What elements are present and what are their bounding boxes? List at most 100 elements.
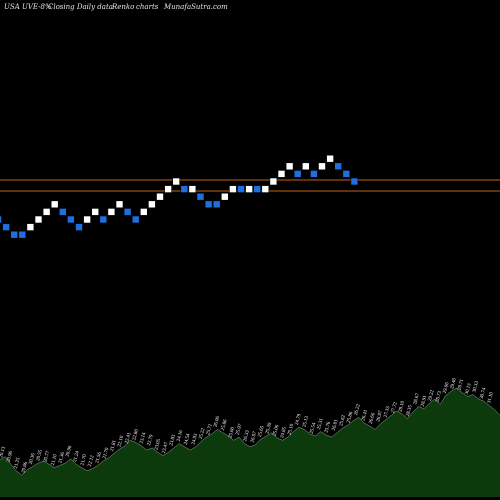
value-label: 22.12 bbox=[88, 455, 96, 468]
header-chart-kind: Renko bbox=[112, 3, 135, 11]
value-label: 25.76 bbox=[324, 421, 332, 434]
value-label: 26.41 bbox=[361, 409, 369, 422]
renko-brick bbox=[123, 208, 132, 216]
renko-brick bbox=[245, 185, 253, 193]
renko-brick bbox=[75, 223, 83, 231]
renko-brick bbox=[229, 185, 237, 193]
value-label: 26.97 bbox=[376, 410, 384, 423]
value-label: 28.35 bbox=[406, 404, 414, 417]
value-label: 25.39 bbox=[265, 422, 273, 435]
value-label: 25.54 bbox=[310, 422, 318, 435]
renko-brick bbox=[164, 185, 172, 193]
value-label: 24.79 bbox=[295, 413, 303, 426]
renko-brick bbox=[34, 215, 43, 224]
value-label: 23.83 bbox=[169, 434, 177, 447]
value-label: 21.25 bbox=[14, 457, 22, 470]
renko-brick bbox=[237, 185, 245, 193]
value-label: 25.71 bbox=[206, 423, 214, 436]
value-label: 22.10 bbox=[117, 435, 125, 448]
header-site: MunafaSutra.com bbox=[164, 3, 228, 11]
value-label: 23.14 bbox=[140, 432, 148, 445]
value-label: 21.56 bbox=[95, 451, 103, 464]
renko-brick bbox=[172, 177, 180, 186]
value-label: 26.01 bbox=[332, 419, 340, 432]
value-label: 25.97 bbox=[236, 423, 244, 436]
value-label: 23.47 bbox=[162, 441, 170, 454]
header-series: Closing Daily data bbox=[48, 3, 113, 11]
renko-brick bbox=[180, 185, 189, 193]
value-label: 26.33 bbox=[243, 429, 251, 442]
value-label: 24.16 bbox=[177, 429, 185, 442]
value-label: 21.70 bbox=[80, 453, 88, 466]
value-label: 23.05 bbox=[154, 438, 162, 451]
value-label: 28.10 bbox=[398, 400, 406, 413]
value-label: 25.31 bbox=[317, 417, 325, 430]
value-label: 25.62 bbox=[339, 414, 347, 427]
value-label: 22.41 bbox=[125, 432, 133, 445]
value-label: 21.24 bbox=[73, 450, 81, 463]
value-label: 29.22 bbox=[428, 389, 436, 402]
value-label: 27.72 bbox=[391, 401, 399, 414]
renko-brick bbox=[10, 230, 18, 239]
value-label: 26.06 bbox=[214, 415, 222, 428]
value-label: 31.10 bbox=[487, 391, 495, 404]
renko-brick bbox=[318, 162, 326, 171]
value-label: 30.74 bbox=[480, 387, 488, 400]
renko-brick bbox=[269, 177, 278, 186]
value-label: 20.96 bbox=[66, 445, 74, 458]
value-label: 26.07 bbox=[251, 431, 259, 444]
value-label: 25.22 bbox=[199, 427, 207, 440]
value-label: 20.77 bbox=[44, 450, 52, 463]
renko-brick bbox=[42, 208, 51, 216]
value-label: 21.70 bbox=[103, 447, 111, 460]
value-label: 25.13 bbox=[302, 415, 310, 428]
renko-brick bbox=[277, 170, 286, 178]
value-label: 29.71 bbox=[458, 378, 466, 391]
value-label: 22.80 bbox=[132, 428, 140, 441]
value-label: 24.93 bbox=[191, 433, 199, 446]
value-label: 21.36 bbox=[58, 451, 66, 464]
renko-brick bbox=[212, 200, 221, 209]
value-label: 22.79 bbox=[147, 434, 155, 447]
value-label: 25.86 bbox=[347, 411, 355, 424]
renko-brick bbox=[148, 200, 156, 209]
value-label: 20.13 bbox=[0, 446, 7, 459]
renko-brick bbox=[26, 223, 35, 231]
value-label: 29.40 bbox=[450, 377, 458, 390]
value-label: 25.86 bbox=[221, 419, 229, 432]
volume-outline bbox=[0, 387, 500, 476]
renko-brick bbox=[204, 200, 213, 209]
renko-brick bbox=[334, 162, 343, 171]
renko-brick bbox=[0, 215, 2, 224]
value-label: 30.13 bbox=[465, 383, 473, 396]
renko-brick bbox=[140, 208, 148, 216]
renko-brick bbox=[293, 170, 302, 178]
renko-brick bbox=[67, 215, 75, 224]
renko-brick bbox=[156, 192, 164, 201]
renko-brick bbox=[261, 185, 270, 193]
renko-brick bbox=[83, 215, 91, 224]
value-label: 20.55 bbox=[36, 449, 44, 462]
value-label: 20.36 bbox=[29, 452, 37, 465]
renko-brick bbox=[221, 192, 229, 201]
value-label: 21.81 bbox=[110, 439, 118, 452]
value-label: 21.10 bbox=[51, 453, 59, 466]
value-label: 28.73 bbox=[435, 390, 443, 403]
value-label: 27.33 bbox=[384, 405, 392, 418]
value-label: 24.54 bbox=[184, 433, 192, 446]
renko-brick bbox=[342, 170, 351, 178]
renko-brick bbox=[310, 170, 318, 178]
value-label: 30.33 bbox=[472, 380, 480, 393]
renko-brick bbox=[99, 215, 108, 224]
header-charts-word: charts bbox=[136, 3, 159, 11]
value-label: 25.06 bbox=[273, 424, 281, 437]
renko-brick bbox=[188, 185, 197, 193]
value-label: 29.06 bbox=[443, 381, 451, 394]
renko-brick bbox=[2, 223, 10, 231]
value-label: 28.91 bbox=[421, 395, 429, 408]
renko-brick bbox=[50, 200, 59, 209]
renko-brick bbox=[326, 154, 334, 163]
value-label: 24.85 bbox=[280, 426, 288, 439]
